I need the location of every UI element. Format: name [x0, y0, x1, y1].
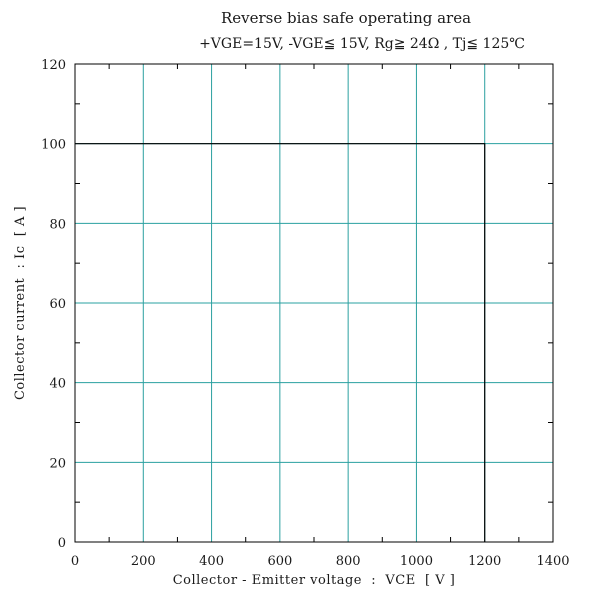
x-tick-labels: 0 200 400 600 800 1000 1200 1400 [71, 554, 570, 569]
plot-frame [74, 63, 554, 543]
grid [75, 64, 553, 542]
y-tick-label: 100 [41, 138, 66, 153]
x-tick-label: 0 [71, 554, 79, 569]
x-tick-label: 1200 [468, 554, 501, 569]
x-tick-label: 200 [131, 554, 156, 569]
chart-subtitle: +VGE=15V, -VGE≦ 15V, Rg≧ 24Ω , Tj≦ 125℃ [199, 36, 525, 52]
y-tick-label: 0 [58, 536, 66, 551]
y-tick-label: 40 [49, 377, 66, 392]
y-tick-label: 120 [41, 58, 66, 73]
x-axis-label: Collector - Emitter voltage : VCE [ V ] [173, 573, 456, 588]
x-tick-label: 1000 [400, 554, 433, 569]
y-tick-label: 80 [49, 217, 66, 232]
chart-title: Reverse bias safe operating area [221, 9, 471, 27]
series-layer [75, 143, 486, 542]
minor-ticks [75, 64, 553, 542]
x-tick-label: 800 [336, 554, 361, 569]
y-tick-label: 60 [49, 297, 66, 312]
y-axis-label: Collector current : Ic [ A ] [13, 206, 28, 400]
x-tick-label: 400 [199, 554, 224, 569]
y-tick-labels: 0 20 40 60 80 100 120 [41, 58, 66, 551]
x-tick-label: 1400 [536, 554, 569, 569]
soa-boundary-line [75, 143, 486, 542]
y-tick-label: 20 [49, 456, 66, 471]
x-tick-label: 600 [267, 554, 292, 569]
